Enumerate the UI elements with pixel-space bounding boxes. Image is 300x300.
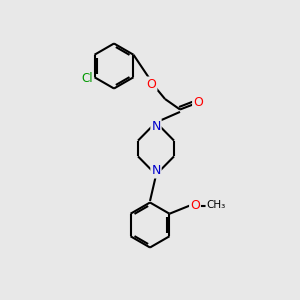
Text: N: N bbox=[151, 119, 161, 133]
Text: O: O bbox=[190, 199, 200, 212]
Text: Cl: Cl bbox=[81, 72, 93, 85]
Text: O: O bbox=[147, 77, 156, 91]
Text: N: N bbox=[151, 164, 161, 178]
Text: O: O bbox=[193, 95, 203, 109]
Text: CH₃: CH₃ bbox=[206, 200, 226, 211]
